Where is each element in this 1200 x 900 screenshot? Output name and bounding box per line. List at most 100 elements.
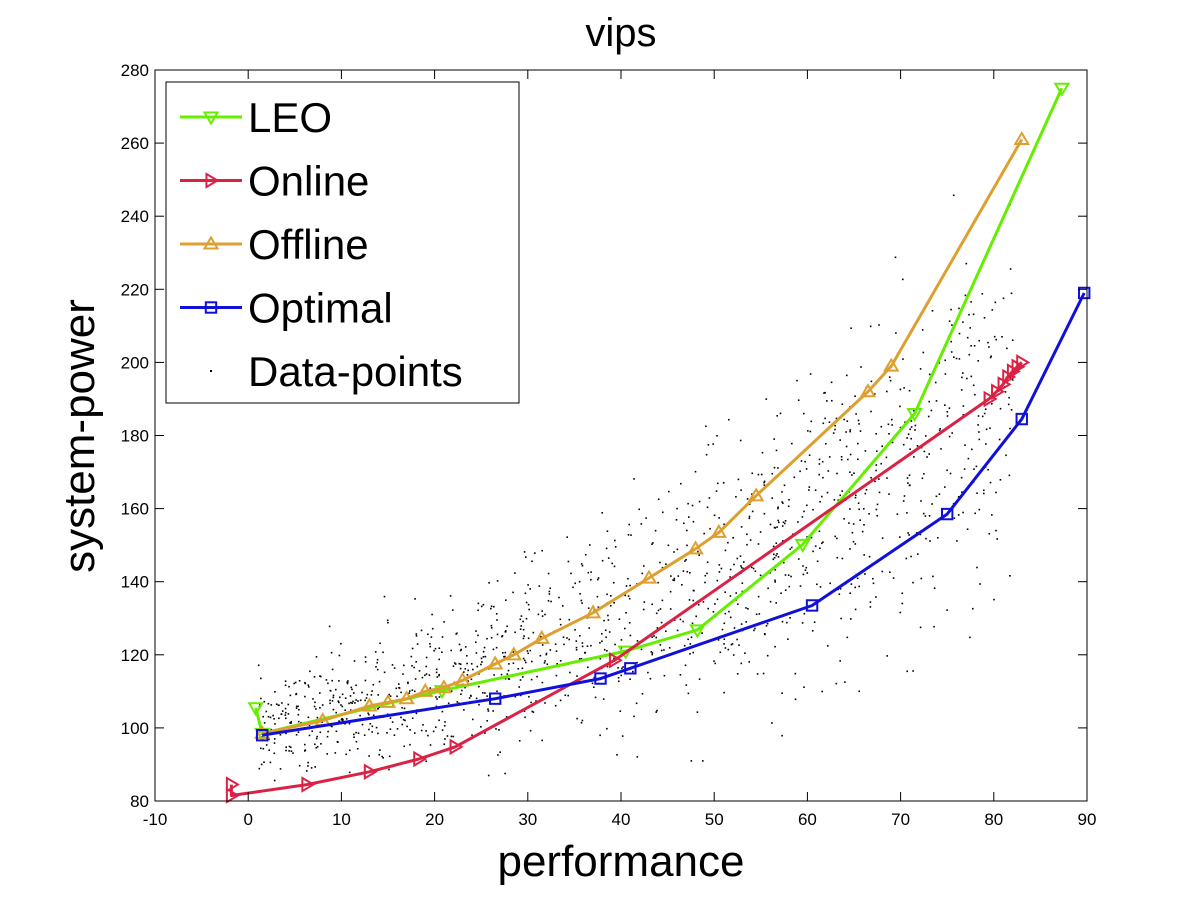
data-point <box>683 522 685 525</box>
data-point <box>262 715 264 718</box>
data-point <box>450 649 452 652</box>
data-point <box>970 345 972 347</box>
data-point <box>774 579 776 582</box>
data-point <box>888 376 891 378</box>
data-point <box>338 680 340 682</box>
data-point <box>839 494 841 497</box>
chart-title: vips <box>585 11 656 55</box>
data-point <box>904 421 906 423</box>
data-point <box>868 555 871 558</box>
data-point <box>805 566 808 569</box>
data-point <box>981 415 984 418</box>
data-point <box>372 683 375 686</box>
data-point <box>948 435 951 438</box>
data-point <box>287 703 290 706</box>
data-point <box>464 686 466 689</box>
data-point <box>372 714 375 717</box>
ticks-layer: -10 0 10 20 30 40 50 60 70 80 90 80 100 120 140 160 180 2… <box>121 61 1097 829</box>
data-point <box>692 651 694 654</box>
data-point <box>888 493 890 495</box>
data-point <box>348 771 351 774</box>
data-point <box>740 489 742 491</box>
data-point <box>619 710 622 712</box>
data-point <box>338 720 340 722</box>
marker-offline <box>710 523 728 538</box>
data-point <box>351 688 353 691</box>
data-point <box>1011 339 1014 341</box>
data-point <box>993 598 995 601</box>
data-point <box>751 566 753 569</box>
data-point <box>649 677 652 680</box>
data-point <box>771 722 773 724</box>
data-point <box>958 307 960 310</box>
data-point <box>994 301 997 304</box>
data-point <box>826 491 829 494</box>
data-point <box>781 501 783 503</box>
data-point <box>857 458 859 461</box>
data-point <box>342 719 344 722</box>
data-point <box>895 332 897 334</box>
x-tick-label: 70 <box>891 810 910 829</box>
data-point <box>274 691 276 693</box>
marker-online <box>449 738 464 756</box>
data-point <box>614 539 616 542</box>
data-point <box>651 543 653 545</box>
data-point <box>1009 377 1012 379</box>
data-point <box>975 465 978 468</box>
data-point <box>581 564 584 567</box>
data-point <box>482 656 485 658</box>
x-tick-label: -10 <box>143 810 168 829</box>
data-point <box>919 368 922 370</box>
data-point <box>393 667 396 669</box>
data-point <box>496 690 498 693</box>
data-point <box>536 675 538 678</box>
data-point <box>597 578 599 581</box>
data-point <box>652 542 654 544</box>
data-point <box>969 636 971 639</box>
data-point <box>791 442 793 445</box>
data-point <box>819 547 821 549</box>
data-point <box>484 732 486 734</box>
data-point <box>821 495 823 498</box>
data-point <box>307 765 309 767</box>
data-point <box>753 629 755 632</box>
data-point <box>337 700 340 702</box>
data-point <box>821 542 823 545</box>
data-point <box>653 635 655 637</box>
data-point <box>976 492 978 494</box>
data-point <box>744 652 746 654</box>
data-point <box>475 652 478 654</box>
data-point <box>979 583 981 585</box>
data-point <box>797 399 800 401</box>
data-point <box>483 646 486 649</box>
data-point <box>327 682 329 685</box>
data-point <box>538 585 541 587</box>
data-point <box>748 515 751 518</box>
data-point <box>492 648 495 651</box>
data-point <box>478 685 480 688</box>
data-point <box>464 668 467 670</box>
data-point <box>297 705 299 708</box>
data-point <box>492 710 494 712</box>
data-point <box>555 674 558 677</box>
legend-entry-online: Online <box>180 158 369 205</box>
data-point <box>335 730 338 733</box>
data-point <box>949 472 952 475</box>
data-point <box>729 595 732 597</box>
data-point <box>713 514 716 517</box>
data-point <box>799 585 802 587</box>
data-point <box>279 768 282 770</box>
data-point <box>846 420 849 422</box>
data-point <box>826 400 828 402</box>
data-point <box>983 317 986 319</box>
data-point <box>348 702 350 705</box>
data-point <box>431 613 433 616</box>
data-point <box>849 453 852 456</box>
data-point <box>314 701 316 704</box>
data-point <box>371 731 373 733</box>
data-point <box>308 734 311 737</box>
data-point <box>269 716 272 719</box>
data-point <box>336 740 339 743</box>
data-point <box>269 761 272 764</box>
x-axis-label: performance <box>497 837 744 886</box>
